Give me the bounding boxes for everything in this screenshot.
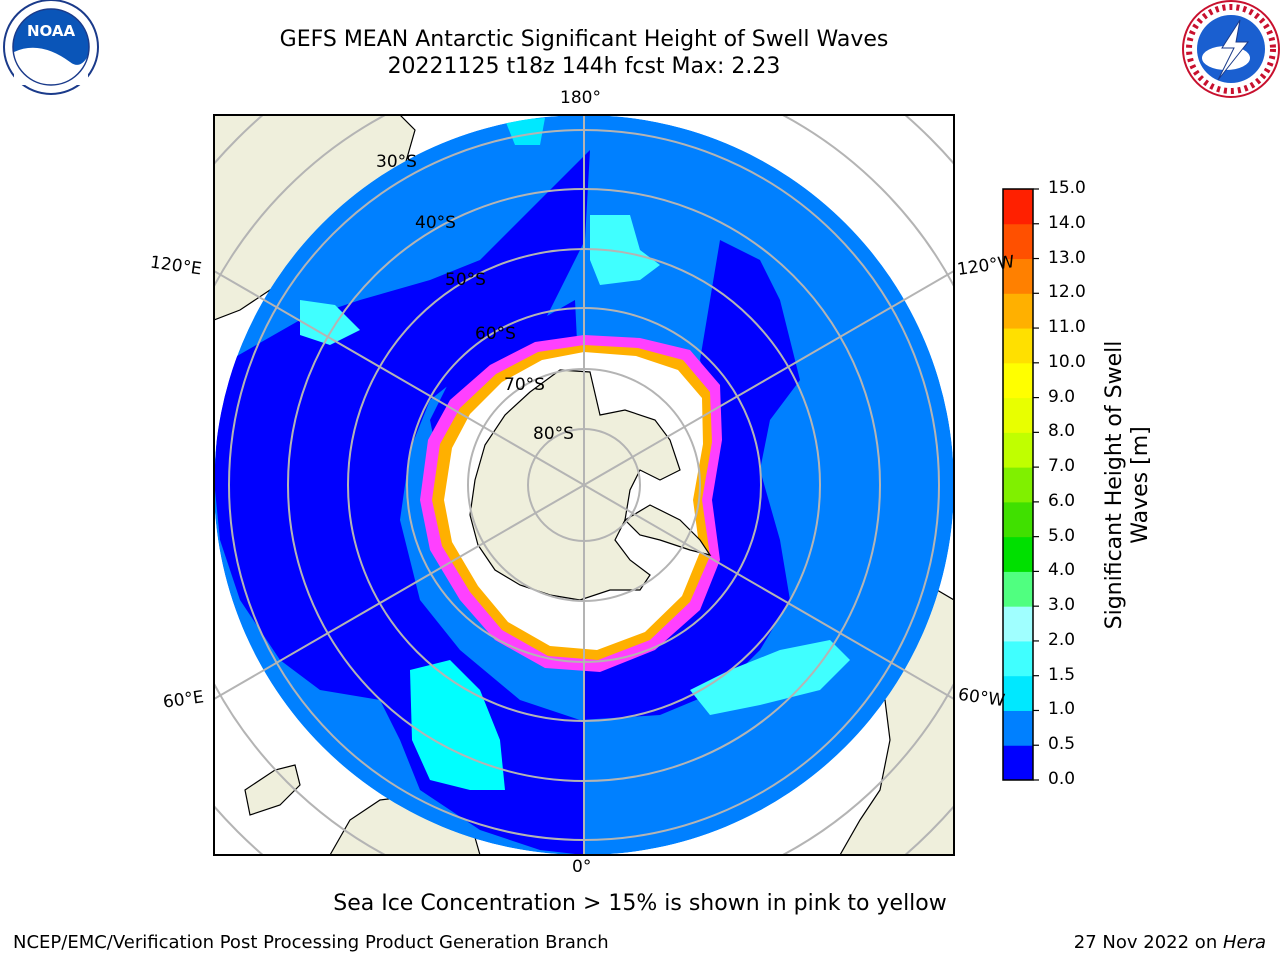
nws-logo [1182, 0, 1280, 98]
colorbar-tick-label: 11.0 [1048, 317, 1086, 338]
colorbar-tick-label: 1.5 [1048, 664, 1076, 685]
colorbar-tick-label: 14.0 [1048, 212, 1086, 233]
footer-machine: Hera [1222, 932, 1266, 953]
ocean-light-tasman [300, 300, 360, 345]
graticule [214, 115, 954, 855]
noaa-logo-text: NOAA [27, 22, 76, 40]
colorbar-tick-label: 0.0 [1048, 769, 1076, 789]
colorbar [1003, 188, 1039, 781]
lat-label-50s: 50°S [445, 270, 486, 290]
colorbar-segment [1003, 536, 1033, 572]
colorbar-tick-label: 2.0 [1048, 629, 1076, 650]
lat-label-30s: 30°S [376, 152, 417, 172]
colorbar-segment [1003, 571, 1033, 607]
colorbar-tick-label: 15.0 [1048, 178, 1086, 198]
colorbar-tick-label: 12.0 [1048, 282, 1086, 303]
colorbar-segment [1003, 397, 1033, 433]
lat-label-60s: 60°S [475, 324, 516, 344]
noaa-logo: NOAA [3, 0, 99, 95]
colorbar-segment [1003, 328, 1033, 364]
colorbar-segment [1003, 223, 1033, 260]
colorbar-tick-label: 9.0 [1048, 386, 1076, 407]
colorbar-tick-label: 0.5 [1048, 734, 1076, 755]
footer-credit: NCEP/EMC/Verification Post Processing Pr… [13, 932, 609, 953]
colorbar-segment [1003, 293, 1033, 329]
colorbar-tick-label: 7.0 [1048, 456, 1076, 477]
colorbar-tick-label: 6.0 [1048, 490, 1076, 511]
lon-label-180: 180° [560, 88, 601, 108]
footer-date-text: 27 Nov 2022 on [1073, 932, 1223, 953]
colorbar-border [1002, 188, 1034, 781]
land-antarctic-peninsula [624, 504, 712, 556]
land-antarctica [469, 369, 681, 601]
colorbar-segment [1003, 467, 1033, 503]
colorbar-tick-label: 5.0 [1048, 525, 1076, 546]
sea-ice-note: Sea Ice Concentration > 15% is shown in … [333, 891, 947, 916]
footer-date: 27 Nov 2022 on Hera [1074, 932, 1266, 953]
chart-subtitle: 20221125 t18z 144h fcst Max: 2.23 [387, 54, 781, 79]
colorbar-segment [1003, 258, 1033, 294]
ocean-light-atlantic [690, 640, 850, 715]
lat-label-80s: 80°S [533, 424, 574, 444]
colorbar-segment [1003, 640, 1033, 677]
map-border [213, 114, 955, 856]
colorbar-segment [1003, 675, 1033, 711]
colorbar-segment [1003, 432, 1033, 468]
colorbar-segment [1003, 189, 1033, 225]
colorbar-segment [1003, 606, 1033, 642]
lon-label-0: 0° [572, 857, 592, 877]
colorbar-segment [1003, 710, 1033, 746]
colorbar-segment [1003, 501, 1033, 538]
ocean-light-indian [410, 660, 505, 790]
ocean-light-pacific [590, 215, 660, 285]
lat-label-70s: 70°S [504, 375, 545, 395]
colorbar-label: Significant Height of Swell Waves [m] [1102, 340, 1153, 630]
lat-label-40s: 40°S [415, 213, 456, 233]
colorbar-tick-label: 3.0 [1048, 595, 1076, 616]
colorbar-tick-label: 4.0 [1048, 560, 1076, 581]
colorbar-segment [1003, 745, 1033, 781]
colorbar-segment [1003, 362, 1033, 399]
colorbar-tick-label: 8.0 [1048, 421, 1076, 442]
colorbar-tick-label: 13.0 [1048, 247, 1086, 268]
colorbar-tick-label: 10.0 [1048, 351, 1086, 372]
chart-title: GEFS MEAN Antarctic Significant Height o… [279, 27, 889, 52]
ocean-light-top [505, 118, 545, 145]
colorbar-tick-label: 1.0 [1048, 699, 1076, 720]
